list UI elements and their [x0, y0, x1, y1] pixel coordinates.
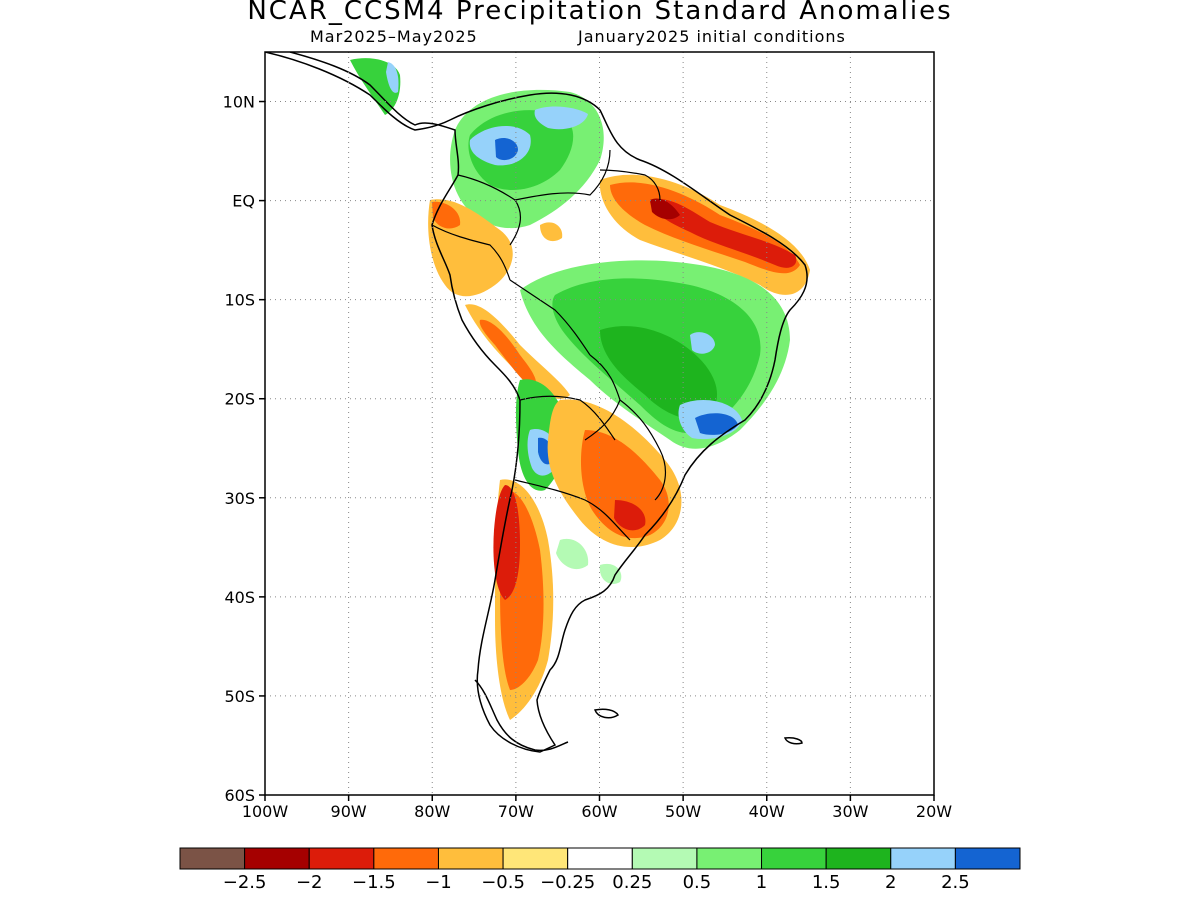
lat-tick-label: 10S — [224, 291, 255, 310]
colorbar-swatch — [696, 847, 763, 870]
colorbar-label: 0.5 — [683, 872, 712, 893]
colorbar-swatch — [761, 847, 827, 870]
colorbar-swatch — [631, 847, 698, 870]
lat-tick-label: EQ — [232, 192, 255, 211]
colorbar-label: −2.5 — [223, 872, 267, 893]
colorbar-swatch — [244, 847, 310, 870]
forecast-period: Mar2025–May2025 — [310, 27, 478, 46]
colorbar-swatch — [954, 847, 1021, 870]
south-america-outline — [265, 52, 808, 753]
lon-tick-label: 100W — [242, 802, 289, 821]
colorbar — [179, 847, 1021, 870]
colorbar-labels: −2.5 −2 −1.5 −1 −0.5 −0.25 0.25 0.5 1 1.5 2 2.5 — [223, 872, 970, 893]
colorbar-swatch — [567, 847, 633, 870]
tierra-del-fuego — [474, 679, 569, 752]
lon-tick-label: 70W — [498, 802, 534, 821]
colorbar-label: −0.5 — [481, 872, 525, 893]
latitude-axis: 10N EQ 10S 20S 30S 40S 50S 60S — [223, 93, 265, 805]
colorbar-swatch — [825, 847, 892, 870]
lon-tick-label: 40W — [749, 802, 785, 821]
lon-tick-label: 50W — [665, 802, 701, 821]
colorbar-swatch — [437, 847, 504, 870]
colorbar-label: 0.25 — [612, 872, 652, 893]
colorbar-label: 2.5 — [941, 872, 970, 893]
lon-tick-label: 80W — [414, 802, 450, 821]
colorbar-swatch — [308, 847, 375, 870]
colorbar-label: 1 — [756, 872, 767, 893]
lon-tick-label: 60W — [581, 802, 617, 821]
lat-tick-label: 50S — [224, 687, 255, 706]
south-georgia — [783, 737, 803, 745]
colorbar-label: 2 — [885, 872, 896, 893]
colorbar-label: 1.5 — [812, 872, 841, 893]
chart-title: NCAR_CCSM4 Precipitation Standard Anomal… — [247, 0, 953, 26]
colorbar-label: −1.5 — [352, 872, 396, 893]
lat-tick-label: 30S — [224, 489, 255, 508]
colorbar-label: −1 — [425, 872, 452, 893]
colorbar-swatch — [502, 847, 569, 870]
lon-tick-label: 20W — [916, 802, 952, 821]
falklands — [593, 708, 620, 719]
lat-tick-label: 40S — [224, 588, 255, 607]
colorbar-swatch — [179, 847, 246, 870]
anomaly-shading — [350, 58, 810, 720]
colorbar-label: −0.25 — [540, 872, 595, 893]
lon-tick-label: 90W — [331, 802, 367, 821]
lon-tick-label: 30W — [832, 802, 868, 821]
colorbar-swatch — [890, 847, 956, 870]
initial-conditions: January2025 initial conditions — [578, 27, 846, 46]
coastline — [265, 52, 808, 753]
lat-tick-label: 10N — [223, 93, 255, 112]
country-borders — [431, 149, 667, 541]
lat-tick-label: 20S — [224, 390, 255, 409]
lat-tick-label: 60S — [224, 786, 255, 805]
longitude-axis: 100W 90W 80W 70W 60W 50W 40W 30W 20W — [242, 795, 952, 821]
colorbar-swatch — [373, 847, 439, 870]
colorbar-label: −2 — [296, 872, 323, 893]
